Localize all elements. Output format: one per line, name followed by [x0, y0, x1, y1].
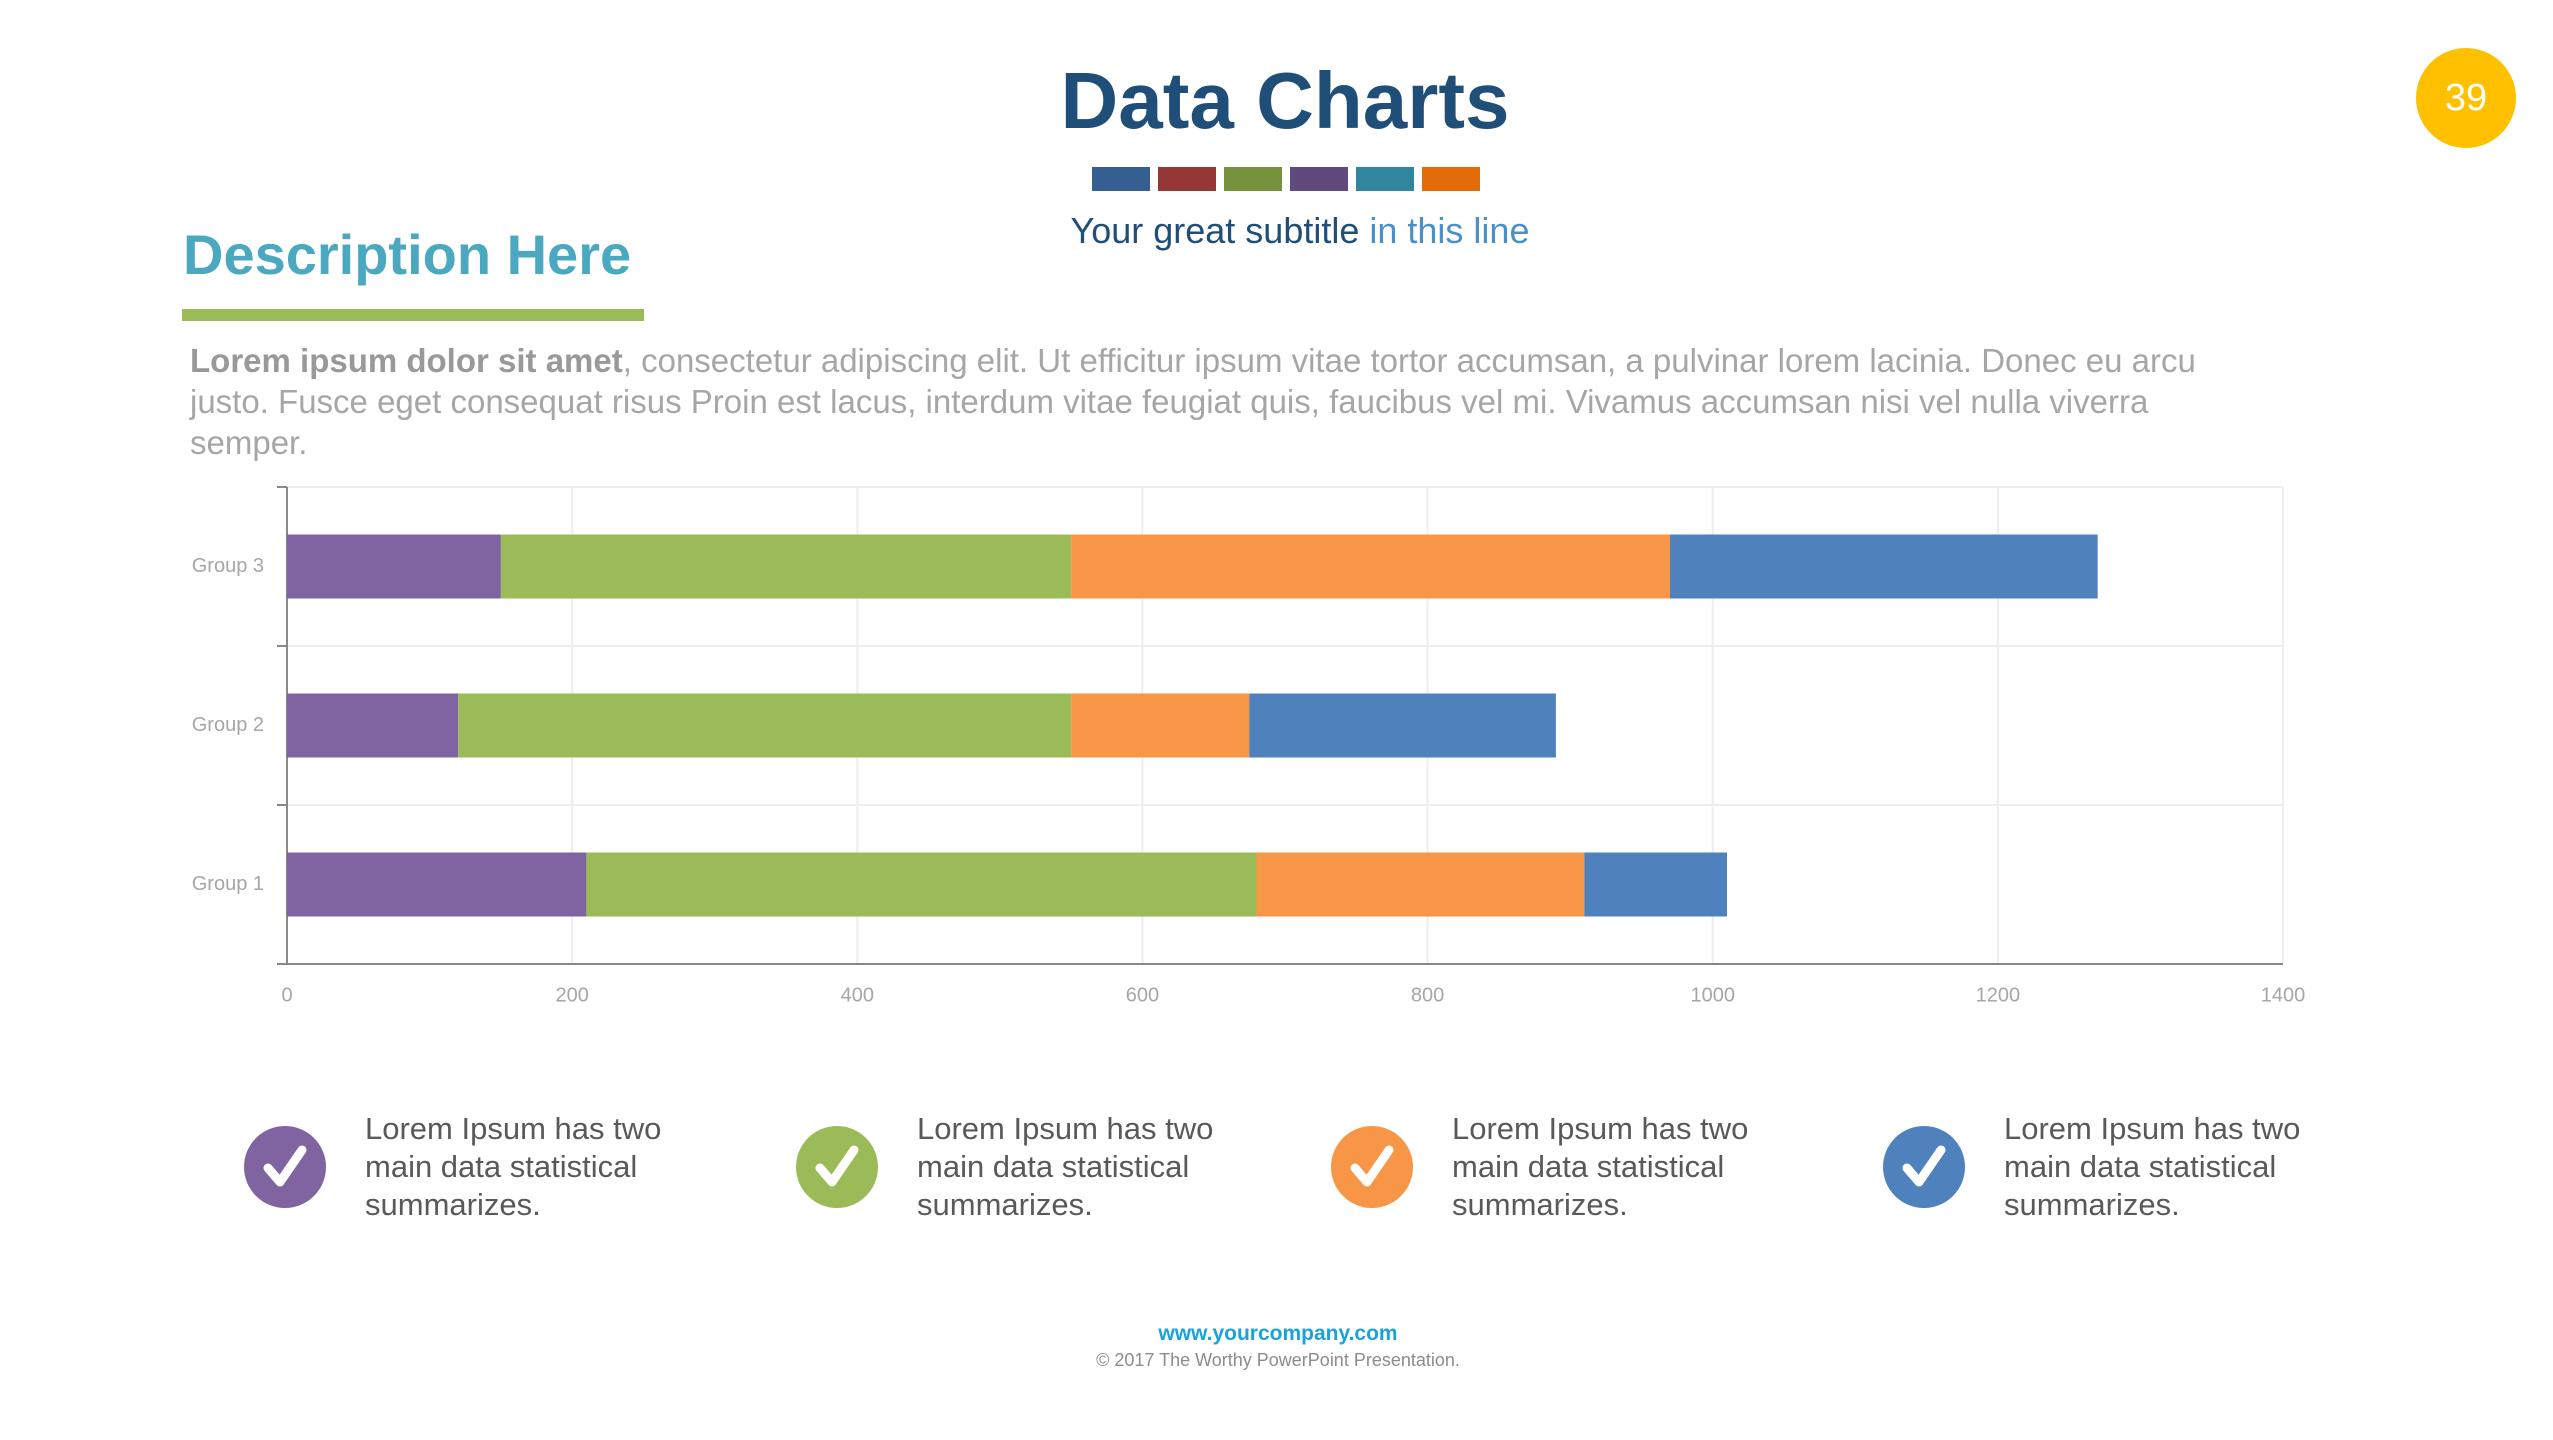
description-rest: , consectetur adipiscing elit. Ut effici… [190, 342, 2196, 461]
bar-segment [1256, 852, 1585, 917]
bar-segment [287, 534, 501, 599]
feature-text: Lorem Ipsum has two main data statistica… [917, 1111, 1214, 1222]
bar-segment [287, 852, 587, 917]
color-square [1158, 167, 1216, 191]
slide-title: Data Charts [1060, 56, 1510, 145]
bar-segment [1071, 534, 1670, 599]
subtitle-accent: in this line [1369, 210, 1530, 251]
x-tick-label: 1200 [1976, 984, 2021, 1006]
footer-url: www.yourcompany.com [1158, 1322, 1398, 1345]
y-tick-label: Group 1 [192, 873, 264, 895]
color-square [1224, 167, 1282, 191]
x-tick-label: 0 [281, 984, 292, 1006]
subtitle: Your great subtitle in this line [0, 210, 2553, 252]
feature-text: Lorem Ipsum has two main data statistica… [365, 1111, 662, 1222]
color-square [1356, 167, 1414, 191]
bar-segment [586, 852, 1257, 917]
color-squares [1092, 167, 1480, 191]
color-square [1422, 167, 1480, 191]
x-tick-label: 1000 [1690, 984, 1735, 1006]
check-mark [263, 1145, 307, 1187]
check-mark [815, 1145, 859, 1187]
color-square [1092, 167, 1150, 191]
bar-segment [1071, 693, 1250, 758]
section-title: Description Here [183, 223, 632, 286]
color-square [1290, 167, 1348, 191]
bar-segment [500, 534, 1072, 599]
bar-segment [287, 693, 459, 758]
check-mark [1350, 1145, 1394, 1187]
bar-segment [1249, 693, 1556, 758]
page-number: 39 [2416, 48, 2516, 148]
footer-copyright: © 2017 The Worthy PowerPoint Presentatio… [1096, 1350, 1460, 1370]
feature-text: Lorem Ipsum has two main data statistica… [2004, 1111, 2301, 1222]
bar-segment [458, 693, 1072, 758]
x-tick-label: 400 [841, 984, 874, 1006]
x-tick-label: 200 [555, 984, 588, 1006]
bar-segment [1669, 534, 2098, 599]
x-tick-label: 1400 [2261, 984, 2306, 1006]
y-tick-label: Group 2 [192, 714, 264, 736]
x-tick-label: 800 [1411, 984, 1444, 1006]
description-bold: Lorem ipsum dolor sit amet [190, 342, 623, 379]
check-mark [1902, 1145, 1946, 1187]
y-tick-label: Group 3 [192, 555, 264, 577]
feature-text: Lorem Ipsum has two main data statistica… [1452, 1111, 1749, 1222]
x-tick-label: 600 [1126, 984, 1159, 1006]
bar-segment [1584, 852, 1727, 917]
section-underline [182, 309, 644, 321]
subtitle-main: Your great subtitle [1070, 210, 1360, 251]
description: Lorem ipsum dolor sit amet, consectetur … [190, 340, 2210, 463]
